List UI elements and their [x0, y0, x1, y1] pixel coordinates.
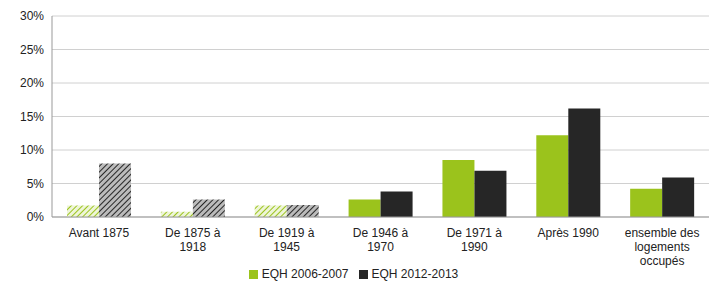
svg-text:ensemble deslogementsoccupés: ensemble deslogementsoccupés: [625, 226, 700, 268]
svg-text:De 1919 à1945: De 1919 à1945: [259, 226, 315, 254]
html-text:EQH 2006-2007: EQH 2006-2007: [261, 267, 349, 281]
svg-text:20%: 20%: [20, 76, 44, 90]
svg-text:De 1946 à1970: De 1946 à1970: [353, 226, 409, 254]
svg-text:25%: 25%: [20, 43, 44, 57]
svg-text:30%: 30%: [20, 9, 44, 23]
svg-text:0%: 0%: [27, 210, 45, 224]
svg-text:5%: 5%: [27, 177, 45, 191]
svg-text:10%: 10%: [20, 143, 44, 157]
svg-text:15%: 15%: [20, 110, 44, 124]
svg-text:Avant 1875: Avant 1875: [69, 226, 130, 240]
svg-text:Après 1990: Après 1990: [538, 226, 600, 240]
html-text:EQH 2012-2013: EQH 2012-2013: [371, 267, 459, 281]
svg-text:De 1971 à1990: De 1971 à1990: [447, 226, 503, 254]
svg-text:De 1875 à1918: De 1875 à1918: [165, 226, 221, 254]
